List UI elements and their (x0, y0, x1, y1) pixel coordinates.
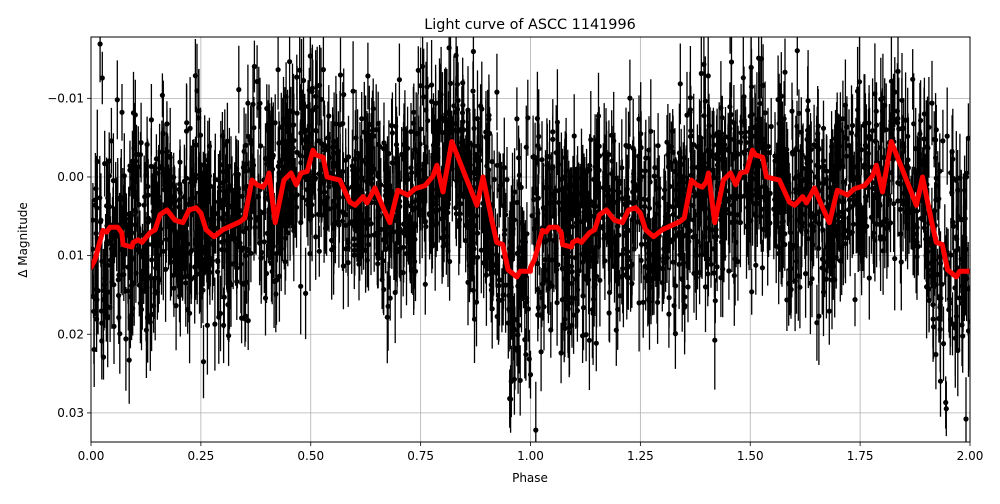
x-tick: 0.75 (407, 442, 434, 463)
y-tick-label: −0.01 (47, 91, 84, 105)
y-tick: 0.02 (57, 327, 91, 341)
data-points (91, 41, 970, 433)
y-tick: −0.01 (47, 91, 91, 105)
x-tick: 1.25 (627, 442, 654, 463)
x-tick: 0.00 (78, 442, 105, 463)
x-tick-label: 2.00 (957, 449, 984, 463)
x-axis-label: Phase (512, 471, 548, 485)
x-tick: 2.00 (957, 442, 984, 463)
y-axis-ticks: −0.01 0.00 0.01 0.02 0.03 (47, 91, 91, 420)
y-tick-label: 0.02 (57, 327, 84, 341)
x-tick: 0.25 (188, 442, 215, 463)
x-tick-label: 0.50 (297, 449, 324, 463)
y-axis-label: Δ Magnitude (16, 202, 30, 278)
y-tick-label: 0.00 (57, 170, 84, 184)
y-tick-label: 0.01 (57, 249, 84, 263)
binned-curve (91, 139, 970, 280)
y-tick: 0.03 (57, 406, 91, 420)
x-tick-label: 1.75 (847, 449, 874, 463)
chart-title: Light curve of ASCC 1141996 (424, 17, 636, 33)
x-tick-label: 0.75 (407, 449, 434, 463)
y-tick: 0.01 (57, 249, 91, 263)
x-tick-label: 1.50 (737, 449, 764, 463)
x-tick-label: 0.25 (188, 449, 215, 463)
x-tick-label: 1.25 (627, 449, 654, 463)
y-tick: 0.00 (57, 170, 91, 184)
x-tick-label: 1.00 (517, 449, 544, 463)
x-tick-label: 0.00 (78, 449, 105, 463)
x-tick: 0.50 (297, 442, 324, 463)
red-binned-curve (91, 139, 970, 280)
x-axis-ticks: 0.00 0.25 0.50 0.75 1.00 1.25 1.50 1.75 2.00 (78, 442, 984, 463)
x-tick: 1.50 (737, 442, 764, 463)
x-tick: 1.75 (847, 442, 874, 463)
x-tick: 1.00 (517, 442, 544, 463)
y-tick-label: 0.03 (57, 406, 84, 420)
observation-points (91, 37, 970, 442)
